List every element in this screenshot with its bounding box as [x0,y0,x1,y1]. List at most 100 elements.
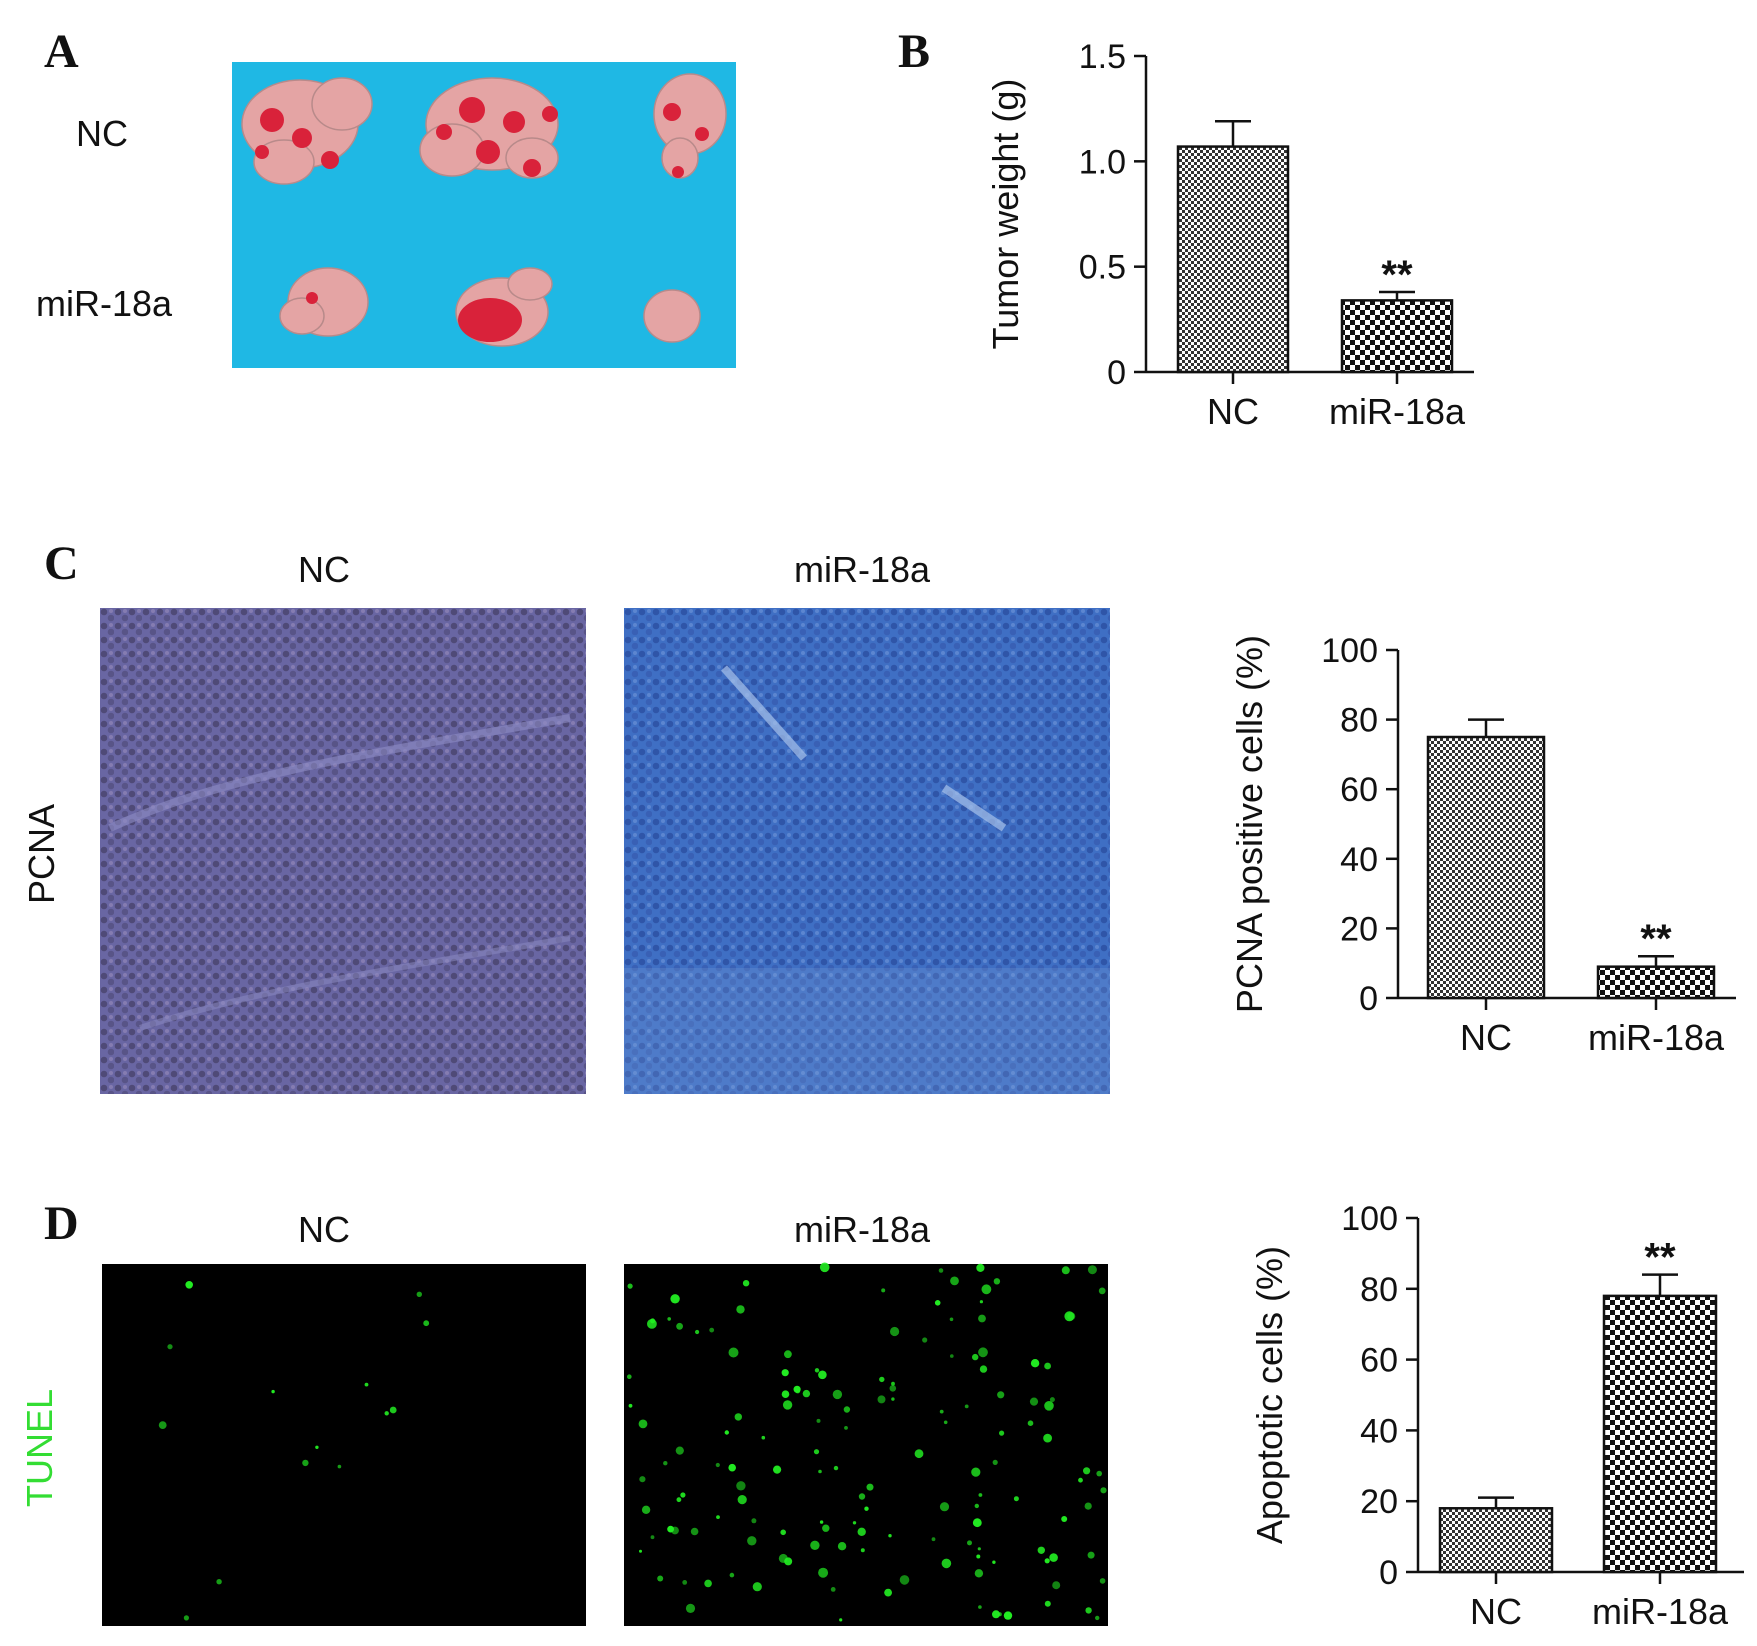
tunel-dot [793,1385,801,1393]
tunel-dot [992,1560,996,1564]
panel-letter-c: C [44,537,79,590]
tunel-image-nc [102,1264,586,1626]
tunel-dot [271,1389,275,1394]
tunel-dot [881,1288,886,1293]
tumor-nc-3 [653,73,727,179]
tunel-dot [364,1382,369,1387]
tunel-dot [1078,1477,1083,1483]
tunel-dot [650,1318,656,1324]
tunel-dot [816,1418,821,1423]
tunel-dot [781,1390,790,1398]
tunel-dot [704,1579,712,1588]
tunel-dot [979,1300,983,1304]
chart-d-y-tick-label: 40 [1360,1412,1398,1450]
tunel-dot [1083,1467,1091,1475]
tumor-mir-3 [643,289,701,343]
tunel-dot [1052,1581,1061,1590]
tunel-dot [813,1449,820,1455]
panel-letter-a: A [44,25,79,78]
tunel-dot [638,1419,648,1429]
panel-letter-d: D [44,1197,79,1250]
tunel-dot [734,1413,742,1421]
tunel-dot [676,1497,682,1503]
chart-c-x-tick-label: NC [1460,1017,1512,1058]
chart-c-significance-1: ** [1640,917,1672,961]
tunel-dot [997,1612,1002,1617]
tunel-dot [728,1463,736,1472]
tunel-dot [818,1567,829,1578]
pcna-image-nc [100,608,586,1094]
tunel-dot [858,1493,866,1500]
chart-b-y-tick-label: 1.5 [1079,38,1126,76]
tunel-dot [1061,1266,1070,1275]
tunel-dot [1061,1516,1068,1522]
tunel-dot [972,1353,979,1361]
tunel-dot [1037,1546,1045,1554]
tunel-dot [857,1527,866,1536]
tunel-dot [1044,1401,1054,1411]
tunel-dot [967,1540,972,1546]
tunel-dot [751,1518,757,1524]
tunel-dot [784,1350,792,1359]
tunel-dot [950,1276,959,1286]
tunel-dot [782,1400,793,1410]
col-label-d-mir18a: miR-18a [793,1209,931,1250]
tunel-dot [781,1369,789,1377]
col-label-c-nc: NC [298,549,350,590]
chart-c-y-tick-label: 60 [1340,771,1378,809]
tunel-dot [682,1580,688,1585]
chart-b-significance-1: ** [1381,253,1413,297]
tunel-dot [992,1610,1000,1619]
row-label-mir18a: miR-18a [36,283,173,324]
chart-c-y-tick-label: 100 [1321,632,1378,670]
tumor-mir-2 [455,267,553,347]
chart-d-bar-0 [1438,1507,1554,1574]
tunel-dot [423,1320,430,1327]
tunel-dot [891,1381,895,1386]
tunel-dot [676,1322,683,1330]
tunel-dot [185,1281,193,1289]
tunel-dot [628,1403,633,1408]
tunel-dot [818,1469,822,1474]
tumor-nc-1 [241,77,373,185]
tunel-dot [922,1337,928,1343]
tunel-dot [891,1397,895,1401]
tunel-dot [999,1430,1005,1436]
tunel-dot [993,1278,1001,1285]
tunel-dot [639,1549,642,1553]
tunel-dot [1044,1600,1051,1607]
tunel-dot [663,1461,668,1466]
tunel-dot [1099,1578,1106,1584]
tunel-dot [627,1374,632,1379]
tunel-dot [1013,1496,1019,1502]
chart-b-bar-0 [1176,145,1290,374]
tunel-dot [690,1527,699,1536]
tunel-dot [302,1459,309,1467]
tunel-dot [724,1430,729,1435]
tunel-dot [709,1327,715,1333]
tunel-dot [971,1467,981,1477]
tunel-dot [802,1389,811,1398]
tunel-dot [949,1317,954,1322]
tunel-dot [1085,1607,1092,1614]
chart-c-x-tick-label: miR-18a [1588,1017,1725,1058]
tunel-dot [822,1524,830,1532]
tunel-dot [914,1449,924,1459]
tunel-dot [997,1391,1005,1399]
tunel-dot [1044,1362,1051,1370]
tunel-dot [747,1536,757,1546]
tunel-dot [216,1579,222,1585]
chart-d-y-tick-label: 0 [1379,1554,1398,1592]
tunel-dot [950,1354,954,1358]
chart-d-y-tick-label: 100 [1341,1200,1398,1238]
tunel-dot [884,1588,892,1597]
tunel-dot [315,1445,319,1449]
tunel-dot [939,1502,950,1512]
tunel-dot [890,1326,900,1337]
tunel-dot [833,1465,839,1471]
tunel-dot [964,1404,969,1409]
tunel-dot [729,1572,735,1578]
